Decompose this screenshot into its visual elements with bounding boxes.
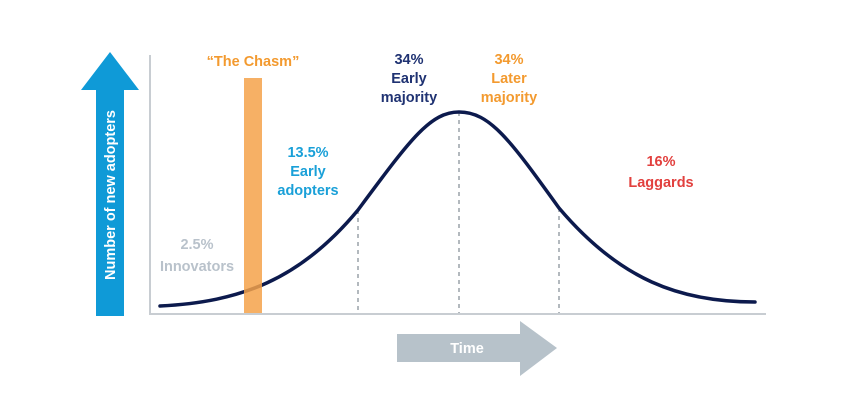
early-adopters-label-line2: adopters <box>277 183 338 199</box>
segment-early-adopters: 13.5% Early adopters <box>277 145 338 199</box>
chasm-label: “The Chasm” <box>207 54 300 70</box>
chasm-bar <box>244 78 262 313</box>
segment-laggards: 16% Laggards <box>628 154 693 191</box>
segment-innovators: 2.5% Innovators <box>160 237 234 275</box>
y-arrow-shape <box>81 52 139 316</box>
laggards-label: Laggards <box>628 175 693 191</box>
innovators-label: Innovators <box>160 259 234 275</box>
later-majority-label-line2: majority <box>481 90 537 106</box>
early-majority-label-line2: majority <box>381 90 437 106</box>
later-majority-percent: 34% <box>494 52 523 68</box>
adoption-bell-curve <box>158 110 757 308</box>
early-adopters-label-line1: Early <box>290 164 325 180</box>
innovators-percent: 2.5% <box>180 237 213 253</box>
later-majority-label-line1: Later <box>491 71 527 87</box>
early-adopters-percent: 13.5% <box>287 145 328 161</box>
x-arrow-shape <box>397 321 557 376</box>
laggards-percent: 16% <box>646 154 675 170</box>
y-axis-arrow: Number of new adopters <box>81 52 139 316</box>
x-axis-label: Time <box>450 341 484 357</box>
early-majority-percent: 34% <box>394 52 423 68</box>
segment-early-majority: 34% Early majority <box>381 52 437 106</box>
x-axis-arrow: Time <box>397 321 557 376</box>
segment-later-majority: 34% Later majority <box>481 52 537 106</box>
y-axis-label: Number of new adopters <box>103 110 119 280</box>
early-majority-label-line1: Early <box>391 71 426 87</box>
